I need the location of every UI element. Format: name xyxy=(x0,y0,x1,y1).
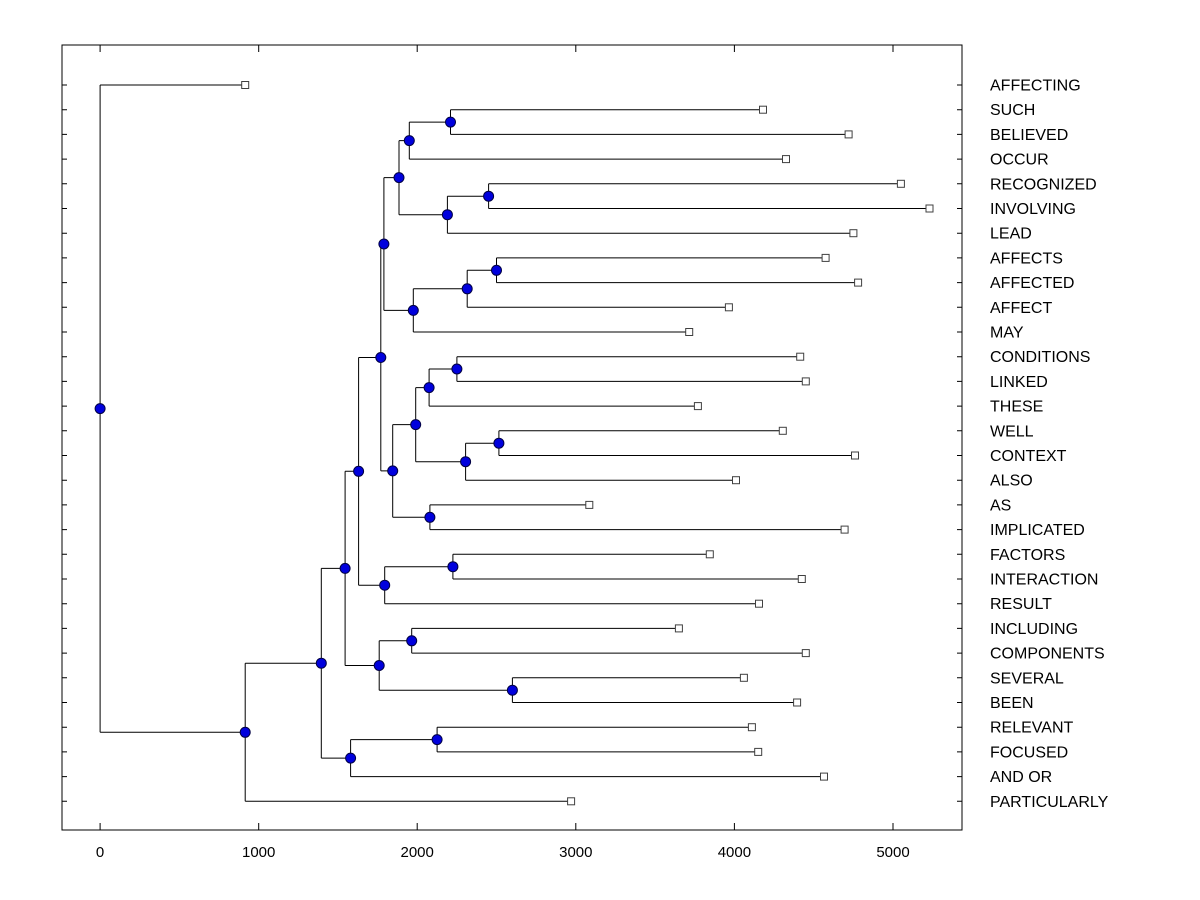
leaf-marker xyxy=(820,772,828,781)
leaf-label: AND OR xyxy=(990,769,1052,786)
leaf-label: OCCUR xyxy=(990,152,1049,169)
leaf-label: FACTORS xyxy=(990,547,1065,564)
internal-node-marker xyxy=(345,752,357,764)
internal-node-marker xyxy=(94,403,106,415)
leaf-label: AS xyxy=(990,497,1011,514)
internal-node-marker xyxy=(491,264,502,276)
leaf-marker xyxy=(782,155,790,164)
leaf-label: RELEVANT xyxy=(990,720,1074,737)
leaf-label: INVOLVING xyxy=(990,201,1076,218)
internal-node-marker xyxy=(239,726,251,738)
leaf-marker xyxy=(759,105,767,114)
leaf-marker xyxy=(849,229,858,238)
internal-node-marker xyxy=(373,660,385,671)
plot-area xyxy=(61,44,963,831)
leaf-label: SUCH xyxy=(990,102,1035,119)
leaf-label: WELL xyxy=(990,423,1034,440)
leaf-label: BELIEVED xyxy=(990,127,1068,144)
leaf-label: INTERACTION xyxy=(990,572,1098,589)
internal-node-marker xyxy=(315,657,327,669)
leaf-label: FOCUSED xyxy=(990,744,1068,761)
internal-node-marker xyxy=(506,684,518,696)
leaf-label: AFFECTS xyxy=(990,250,1063,267)
internal-node-marker xyxy=(423,382,435,394)
leaf-marker xyxy=(685,328,694,336)
leaf-marker xyxy=(705,550,714,559)
leaf-marker xyxy=(739,673,748,682)
x-tick-label: 4000 xyxy=(718,844,751,861)
leaf-marker xyxy=(797,575,806,583)
internal-node-marker xyxy=(353,465,365,477)
leaf-marker xyxy=(844,130,853,139)
leaf-marker xyxy=(732,476,740,485)
internal-node-marker xyxy=(461,283,473,295)
leaf-label: THESE xyxy=(990,399,1043,416)
leaf-label: RECOGNIZED xyxy=(990,176,1097,193)
leaf-label: AFFECTED xyxy=(990,275,1074,292)
leaf-marker xyxy=(854,278,863,287)
leaf-label: IMPLICATED xyxy=(990,522,1085,539)
internal-node-marker xyxy=(403,135,415,147)
leaf-label: COMPONENTS xyxy=(990,646,1105,663)
axis-ticks xyxy=(62,45,962,830)
leaf-marker xyxy=(755,599,763,608)
leaf-label: BEEN xyxy=(990,695,1034,712)
leaf-marker xyxy=(801,649,810,658)
leaf-marker xyxy=(241,81,250,89)
internal-node-marker xyxy=(393,172,405,184)
internal-node-marker xyxy=(460,456,472,468)
x-tick-label: 2000 xyxy=(401,844,434,861)
internal-node-marker xyxy=(441,209,453,221)
leaf-marker xyxy=(925,204,934,213)
leaf-label: AFFECTING xyxy=(990,78,1081,95)
internal-node-marker xyxy=(483,190,495,202)
internal-node-marker xyxy=(410,419,422,431)
leaf-marker xyxy=(724,303,733,312)
leaf-marker xyxy=(778,426,787,435)
x-tick-label: 3000 xyxy=(559,844,592,861)
internal-node-marker xyxy=(493,437,505,449)
leaf-marker xyxy=(674,624,683,633)
leaf-marker xyxy=(851,451,859,460)
leaf-label: SEVERAL xyxy=(990,670,1064,687)
leaf-marker xyxy=(747,723,756,732)
leaf-label: MAY xyxy=(990,325,1024,342)
internal-node-marker xyxy=(378,238,390,250)
leaf-marker xyxy=(896,179,905,188)
leaf-label: CONTEXT xyxy=(990,448,1067,465)
leaf-label: LINKED xyxy=(990,374,1048,391)
leaf-marker xyxy=(585,500,594,509)
leaf-label: LEAD xyxy=(990,226,1032,243)
internal-node-marker xyxy=(447,561,459,573)
internal-node-marker xyxy=(451,363,463,375)
internal-node-marker xyxy=(339,562,351,574)
internal-node-marker xyxy=(375,352,387,363)
leaf-marker xyxy=(796,352,805,361)
leaf-marker xyxy=(567,797,576,806)
leaf-marker xyxy=(793,698,802,707)
internal-node-marker xyxy=(407,304,419,316)
internal-node-marker xyxy=(445,116,456,128)
leaf-marker xyxy=(821,253,830,262)
internal-node-marker xyxy=(387,465,399,477)
leaf-label: CONDITIONS xyxy=(990,349,1090,366)
leaf-marker xyxy=(801,377,810,386)
internal-node-marker xyxy=(431,734,443,746)
x-tick-label: 0 xyxy=(96,844,104,861)
x-tick-label: 5000 xyxy=(876,844,909,861)
leaf-marker xyxy=(693,402,702,411)
leaf-label: PARTICULARLY xyxy=(990,794,1109,811)
leaf-label: RESULT xyxy=(990,596,1052,613)
leaf-marker xyxy=(754,747,763,756)
leaf-label: ALSO xyxy=(990,473,1033,490)
internal-node-marker xyxy=(406,635,418,647)
leaf-marker xyxy=(840,525,849,534)
leaf-label: AFFECT xyxy=(990,300,1052,317)
leaf-label: INCLUDING xyxy=(990,621,1078,638)
internal-node-marker xyxy=(424,511,436,523)
x-tick-label: 1000 xyxy=(242,844,275,861)
internal-node-marker xyxy=(379,579,391,591)
